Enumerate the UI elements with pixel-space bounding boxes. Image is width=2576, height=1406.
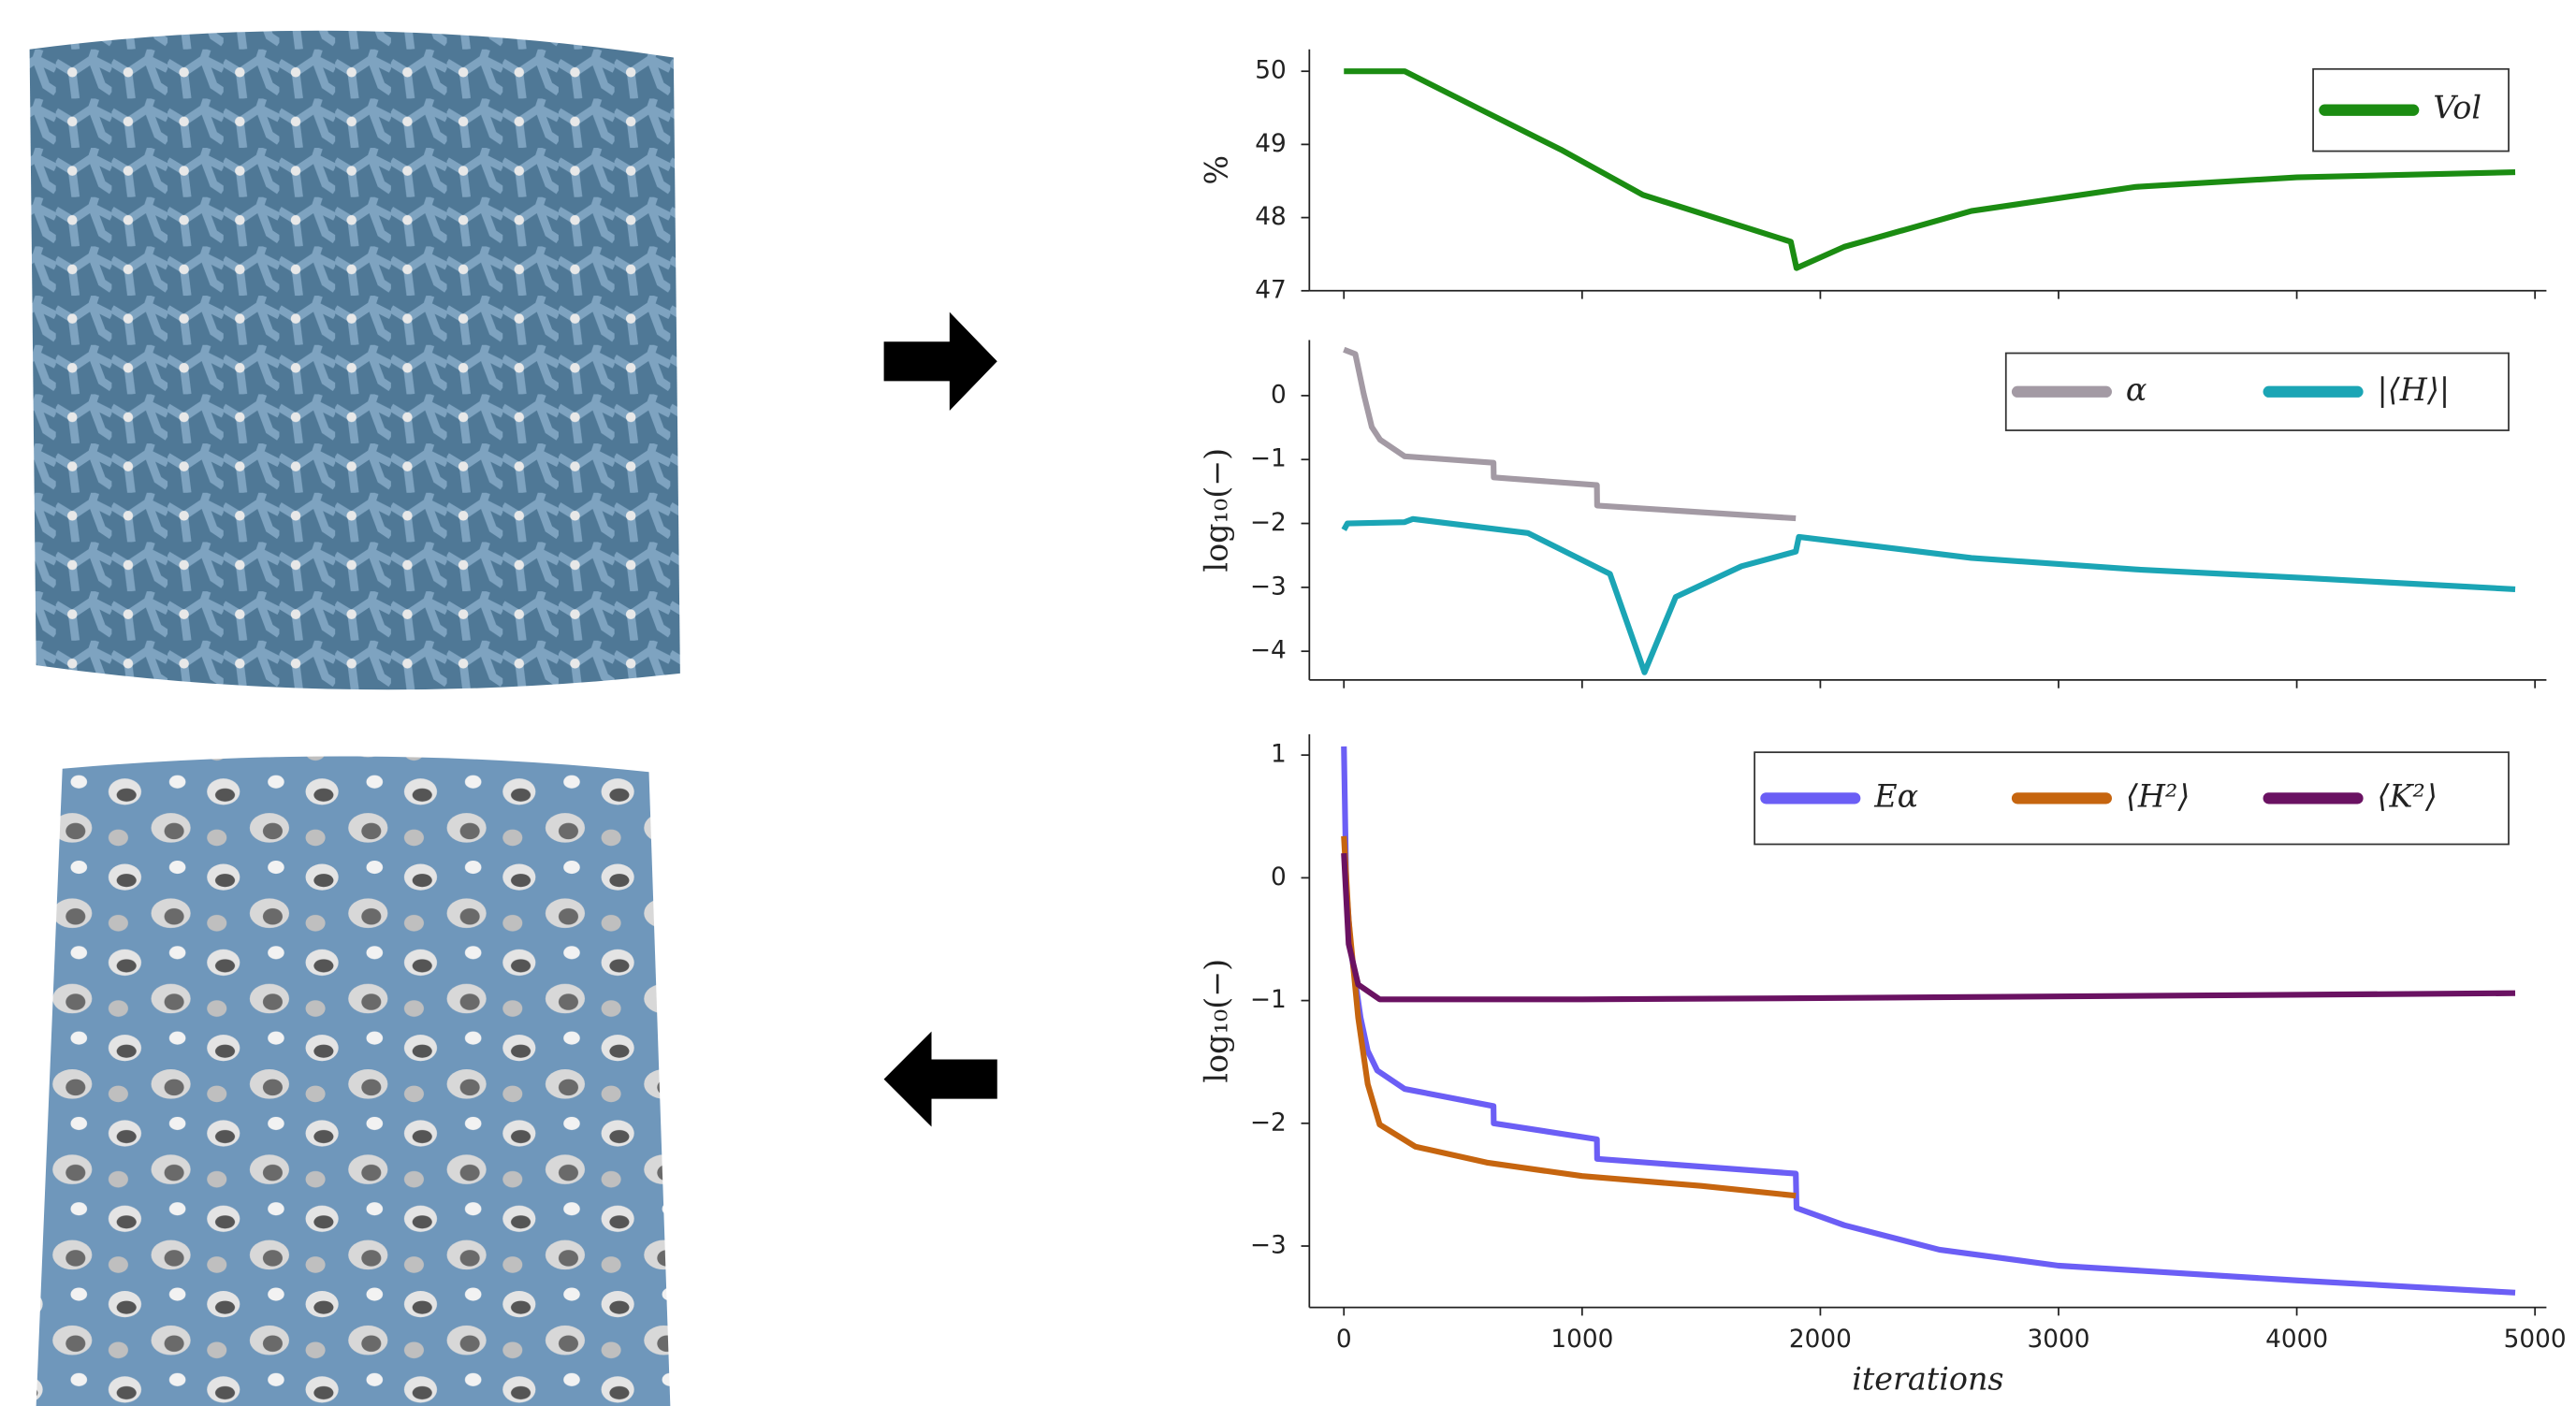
- y-axis-label: log₁₀(−): [1199, 448, 1235, 573]
- series-line: [1343, 346, 1797, 522]
- x-tick-label: 1000: [1550, 1326, 1613, 1354]
- y-axis-label: log₁₀(−): [1199, 959, 1235, 1083]
- foam-render: [36, 756, 671, 1406]
- x-tick-label: 4000: [2265, 1326, 2328, 1354]
- legend-label: α: [2126, 371, 2147, 408]
- x-tick-label: 0: [1336, 1326, 1352, 1354]
- y-tick-label: −3: [1250, 573, 1287, 601]
- series-line: [1344, 68, 2516, 271]
- y-tick-label: 48: [1255, 203, 1287, 231]
- y-tick-label: 49: [1255, 130, 1287, 158]
- y-tick-label: −3: [1250, 1232, 1287, 1260]
- y-tick-label: 0: [1271, 381, 1287, 409]
- y-tick-label: 47: [1255, 276, 1287, 304]
- arrow-right: [883, 312, 997, 411]
- legend-label: Vol: [2433, 90, 2481, 126]
- y-tick-label: 0: [1271, 863, 1287, 891]
- x-tick-label: 5000: [2504, 1326, 2567, 1354]
- lattice-render: [29, 30, 680, 690]
- x-tick-label: 2000: [1789, 1326, 1852, 1354]
- legend-label: ⟨H²⟩: [2126, 777, 2190, 814]
- arrow-left: [883, 1031, 997, 1127]
- y-axis-label: %: [1199, 155, 1235, 185]
- y-tick-label: −2: [1250, 509, 1287, 537]
- legend-label: Eα: [1873, 777, 1918, 814]
- x-axis-label: iterations: [1852, 1360, 2003, 1397]
- legend-label: |⟨H⟩|: [2378, 371, 2451, 408]
- y-tick-label: −4: [1250, 637, 1287, 665]
- legend-label: ⟨K²⟩: [2378, 777, 2438, 814]
- legend-box: [1754, 751, 2510, 846]
- series-line: [1341, 515, 2516, 675]
- x-tick-label: 3000: [2027, 1326, 2089, 1354]
- y-tick-label: −2: [1250, 1109, 1287, 1137]
- series-line: [1341, 852, 2516, 1003]
- y-tick-label: 50: [1255, 57, 1287, 85]
- y-tick-label: −1: [1250, 986, 1287, 1014]
- y-tick-label: 1: [1271, 741, 1287, 769]
- series-line: [1341, 835, 1797, 1199]
- y-tick-label: −1: [1250, 445, 1287, 473]
